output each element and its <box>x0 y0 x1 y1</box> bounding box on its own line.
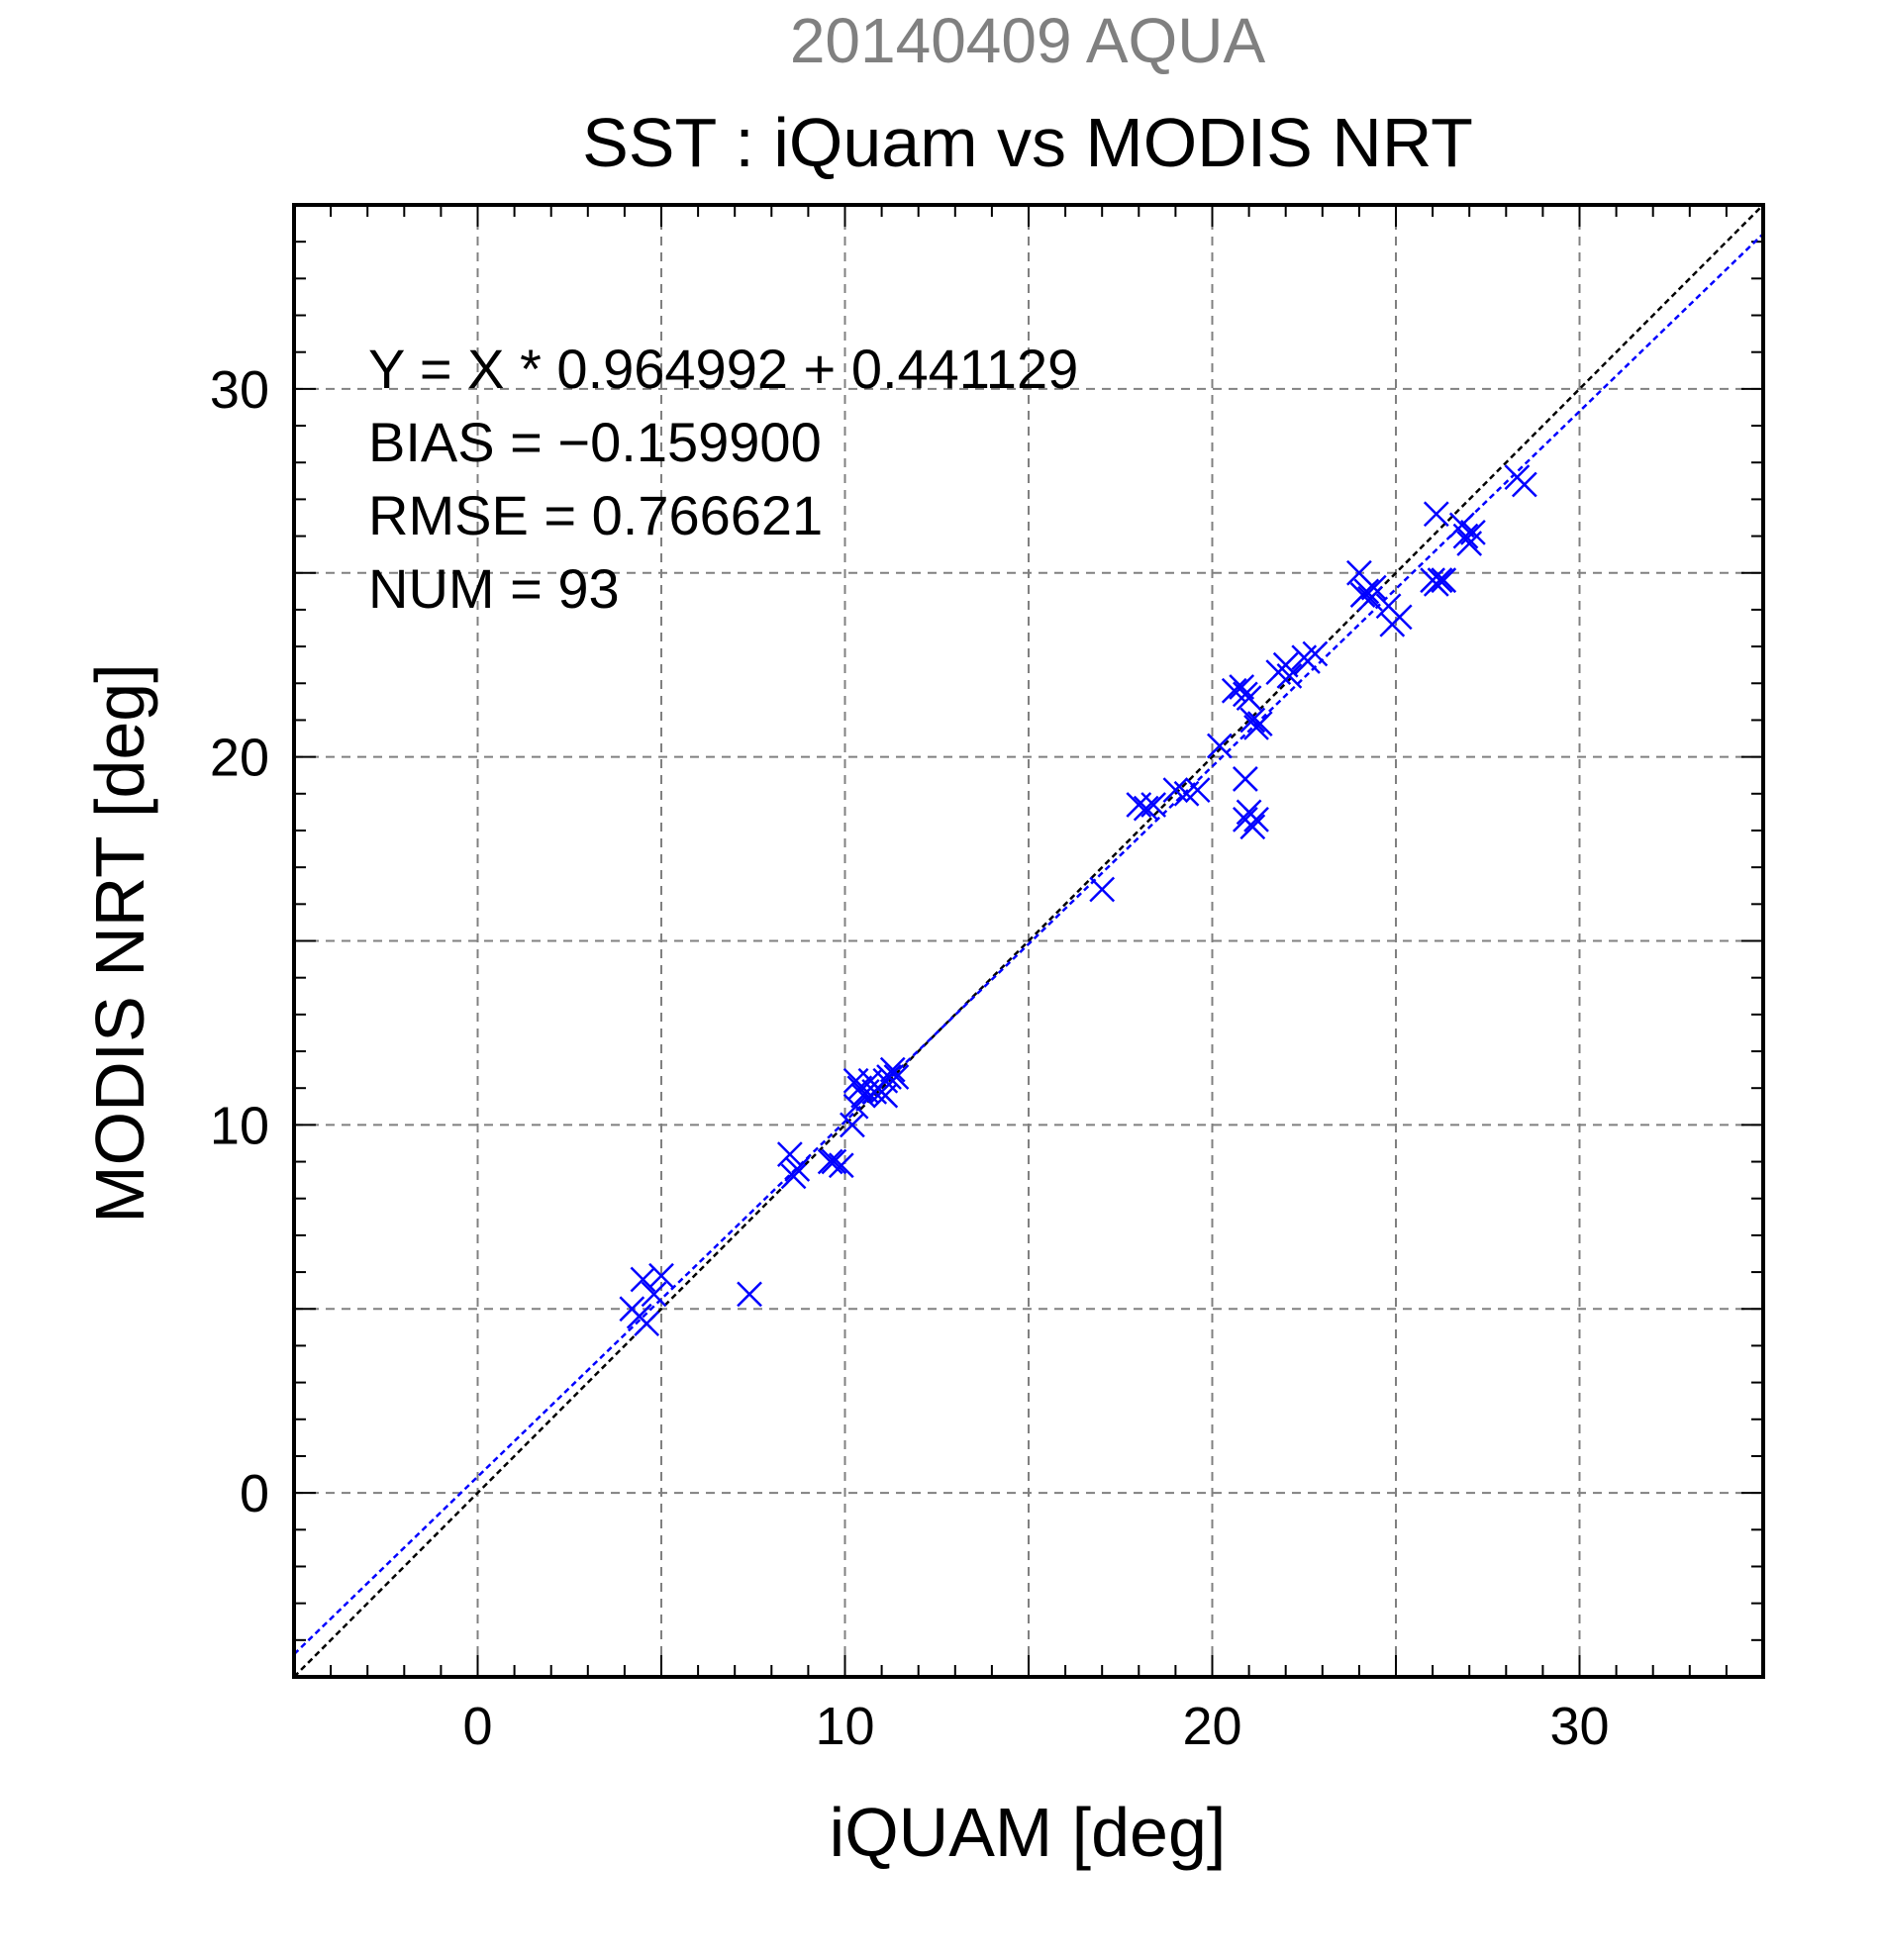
data-point <box>1276 662 1303 689</box>
data-point <box>1140 792 1167 818</box>
y-tick-label: 0 <box>240 1464 269 1523</box>
data-point <box>648 1262 674 1289</box>
data-point <box>1239 707 1266 734</box>
data-point <box>1126 792 1152 818</box>
data-point <box>1295 648 1321 674</box>
stats-annotations: Y = X * 0.964992 + 0.441129 BIAS = −0.159… <box>368 338 1078 620</box>
data-point <box>1353 578 1380 605</box>
data-point <box>879 1056 906 1083</box>
data-points <box>619 464 1537 1337</box>
plot-frame <box>292 203 1765 1679</box>
data-point <box>780 1163 807 1190</box>
chart-supertitle: 20140409 AQUA <box>790 5 1266 76</box>
x-tick-label: 20 <box>1182 1697 1241 1756</box>
data-point <box>737 1281 762 1308</box>
data-point <box>1229 674 1255 700</box>
data-point <box>1239 814 1266 840</box>
data-point <box>1386 604 1413 631</box>
data-point <box>626 1303 652 1329</box>
stats-annotation-line: Y = X * 0.964992 + 0.441129 <box>368 338 1078 400</box>
data-point <box>776 1141 803 1167</box>
stats-annotation-line: BIAS = −0.159900 <box>368 411 822 473</box>
identity-line <box>294 205 1763 1677</box>
chart-title: SST : iQuam vs MODIS NRT <box>582 104 1473 181</box>
data-point <box>1431 567 1457 594</box>
data-point <box>1233 766 1258 792</box>
data-point <box>1423 501 1449 528</box>
stats-annotation-line: NUM = 93 <box>368 557 620 620</box>
grid-lines <box>294 205 1763 1677</box>
y-tick-label: 10 <box>210 1096 269 1155</box>
x-tick-label: 10 <box>815 1697 874 1756</box>
data-point <box>1427 567 1453 594</box>
data-point <box>1452 523 1479 549</box>
regression-line <box>294 233 1763 1655</box>
data-point <box>1184 777 1211 803</box>
tick-labels: 0 10 20 30 0 10 20 30 <box>210 360 1610 1756</box>
data-point <box>872 1082 899 1109</box>
data-point <box>821 1148 847 1175</box>
data-point <box>630 1266 656 1293</box>
data-point <box>1246 711 1273 737</box>
data-point <box>1089 876 1116 903</box>
data-point <box>828 1152 854 1179</box>
data-point <box>846 1075 873 1102</box>
data-point <box>1236 685 1262 712</box>
data-point <box>1511 471 1537 498</box>
x-axis-label: iQUAM [deg] <box>830 1794 1227 1871</box>
data-point <box>784 1156 811 1182</box>
data-point <box>1460 519 1486 545</box>
data-point <box>1360 574 1387 601</box>
stats-annotation-line: RMSE = 0.766621 <box>368 484 823 546</box>
data-point <box>883 1064 910 1090</box>
x-tick-label: 30 <box>1549 1697 1609 1756</box>
y-tick-label: 20 <box>210 729 269 788</box>
reference-lines <box>294 205 1763 1677</box>
data-point <box>1207 733 1233 759</box>
y-axis-label: MODIS NRT [deg] <box>81 663 158 1223</box>
y-tick-label: 30 <box>210 360 269 420</box>
x-tick-label: 0 <box>462 1697 492 1756</box>
data-point <box>641 1281 667 1308</box>
data-point <box>1243 806 1269 833</box>
data-point <box>1133 795 1159 822</box>
